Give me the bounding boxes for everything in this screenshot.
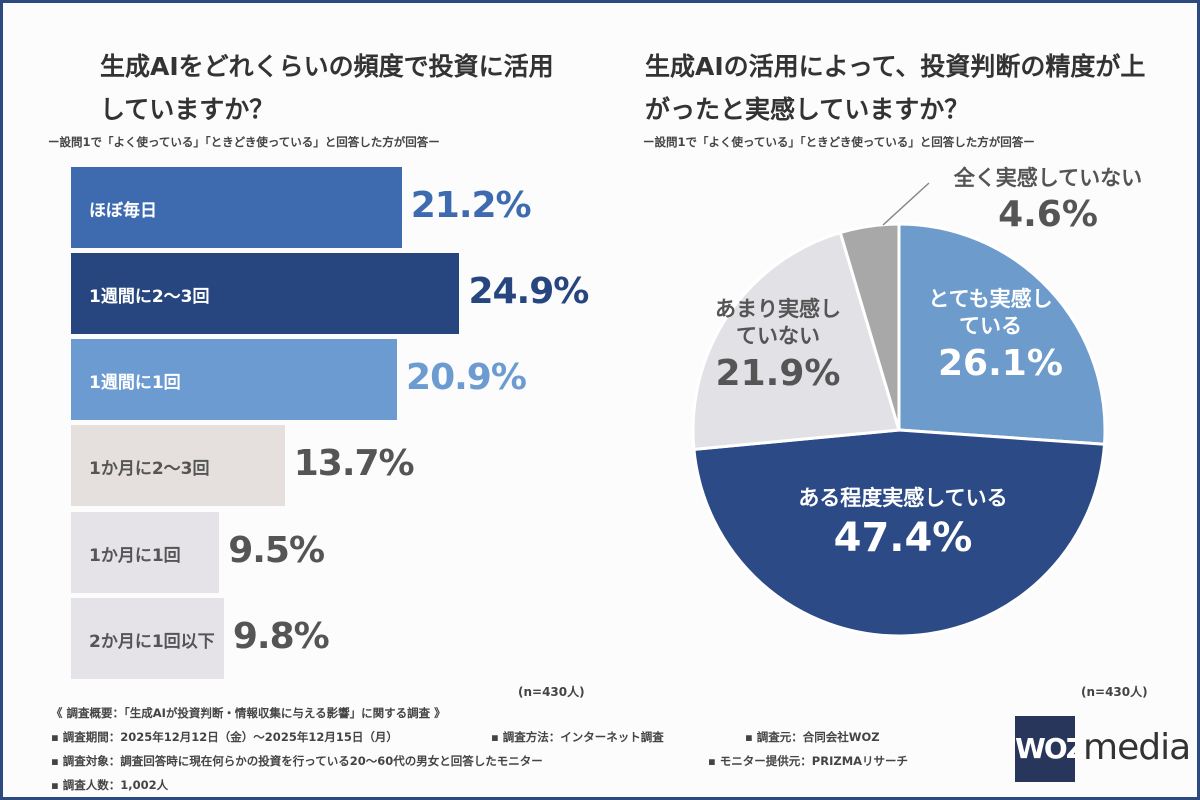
pie-slice <box>897 222 1107 446</box>
pie-chart-title: 生成AIの活用によって、投資判断の精度が上がったと実感していますか？ <box>645 52 1146 124</box>
bar-value-label: 20.9% <box>406 357 527 398</box>
survey-provider: ▪ モニター提供元：PRIZMAリサーチ <box>708 754 909 768</box>
bar-value-label: 13.7% <box>293 443 415 484</box>
pie-chart-subtitle: ー設問1で「よく使っている」「ときどき使っている」と回答した方が回答ー <box>643 135 1035 149</box>
bar-category-label: ほぼ毎日 <box>89 201 157 221</box>
media-logo-text: media <box>1083 727 1191 768</box>
pie-chart <box>691 182 1107 638</box>
pie-label-1: とても実感している 26.1% <box>928 287 1063 384</box>
bar-category-label: 1か月に2〜3回 <box>89 459 210 479</box>
bar <box>71 512 220 593</box>
bar-category-label: 1週間に1回 <box>89 373 181 393</box>
survey-count: ▪ 調査人数：1,002人 <box>51 778 169 792</box>
pie-label-2: ある程度実感している 47.4% <box>798 486 1008 562</box>
pie-label-3: あまり実感していない 21.9% <box>715 297 841 394</box>
bar-category-label: 1か月に1回 <box>89 546 181 566</box>
survey-target: ▪ 調査対象：調査回答時に現在何らかの投資を行っている20〜60代の男女と回答し… <box>51 754 543 768</box>
survey-period: ▪ 調査期間：2025年12月12日（金）〜2025年12月15日（月） <box>51 730 398 744</box>
bar-value-label: 21.2% <box>410 185 532 226</box>
pie-slice <box>691 230 901 452</box>
infographic: 生成AIをどれくらいの頻度で投資に活用していますか？ ー設問1で「よく使っている… <box>3 3 1197 797</box>
survey-source: ▪ 調査元：合同会社WOZ <box>745 730 880 744</box>
pie-slice <box>692 428 1107 638</box>
bar-chart-n: (n=430人) <box>518 685 585 699</box>
bar-chart-subtitle: ー設問1で「よく使っている」「ときどき使っている」と回答した方が回答ー <box>48 135 440 149</box>
bar-category-label: 2か月に1回以下 <box>89 632 215 652</box>
bar <box>71 339 398 420</box>
leader-line <box>882 182 930 226</box>
bar-chart-title: 生成AIをどれくらいの頻度で投資に活用していますか？ <box>100 52 554 124</box>
bar-value-label: 9.5% <box>228 530 325 571</box>
survey-method: ▪ 調査方法：インターネット調査 <box>491 730 664 744</box>
bar-value-label: 9.8% <box>232 616 330 657</box>
survey-summary: 《 調査概要：「生成AIが投資判断・情報収集に与える影響」に関する調査 》 <box>51 706 446 720</box>
bar <box>71 425 285 506</box>
bar <box>71 598 224 679</box>
bar-category-label: 1週間に2〜3回 <box>89 287 210 307</box>
bar-value-label: 24.9% <box>468 271 589 312</box>
bar <box>71 167 402 248</box>
pie-label-4: 全く実感していない 4.6% <box>953 166 1143 236</box>
pie-slice <box>838 222 901 431</box>
pie-chart-n: (n=430人) <box>1081 685 1148 699</box>
bar <box>71 253 460 334</box>
woz-logo: WOZ <box>1015 716 1086 782</box>
